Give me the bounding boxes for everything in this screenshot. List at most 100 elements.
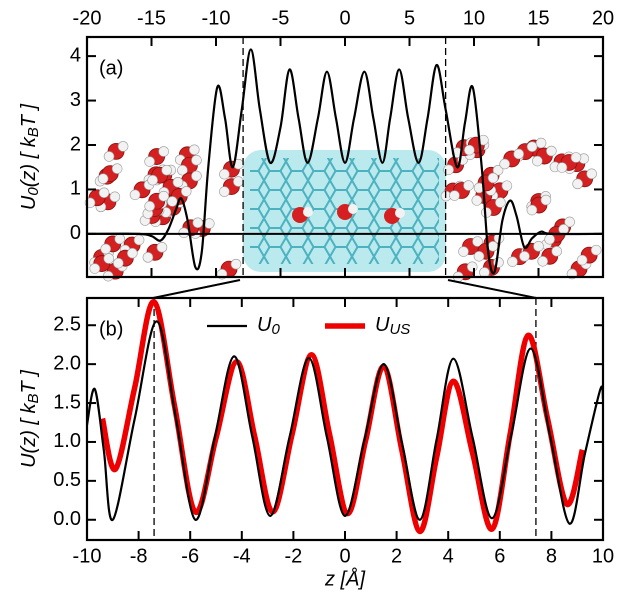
hydrogen-atom [570, 152, 582, 163]
x-tick-label: -15 [137, 7, 166, 29]
subscript: 0 [25, 187, 42, 196]
legend-label: U0 [257, 314, 280, 338]
hydrogen-atom [556, 162, 568, 173]
data-line [87, 48, 603, 275]
hydrogen-atom [586, 168, 597, 180]
x-tick-label: 20 [592, 7, 614, 29]
x-tick-label: -8 [130, 545, 148, 567]
label-part: T ] [18, 103, 40, 127]
hydrogen-atom [487, 172, 499, 184]
subscript: 0 [271, 321, 280, 338]
hydrogen-atom [533, 241, 544, 252]
hydrogen-atom [166, 196, 178, 207]
label-part: (z) [ k [18, 136, 40, 187]
hydrogen-atom [161, 164, 172, 176]
hydrogen-atom [109, 191, 121, 203]
y-tick-label: 2.5 [53, 314, 81, 336]
hydrogen-atom [103, 253, 115, 264]
label-part: U [375, 314, 390, 336]
hydrogen-atom [117, 141, 129, 152]
hydrogen-atom [180, 186, 192, 197]
hydrogen-atom [487, 241, 499, 252]
hydrogen-atom [590, 244, 602, 256]
plot-frame [85, 35, 605, 279]
hydrogen-atom [558, 224, 569, 235]
panel-label: (b) [99, 318, 123, 340]
hydrogen-atom [230, 258, 242, 270]
x-tick-label: 15 [527, 7, 549, 29]
hydrogen-atom [98, 187, 110, 199]
hydrogen-atom [473, 251, 485, 262]
hydrogen-atom [463, 180, 474, 191]
data-line [87, 320, 603, 525]
hydrogen-atom [471, 195, 483, 206]
hydrogen-atom [472, 236, 483, 247]
x-tick-label: -2 [285, 545, 303, 567]
y-tick-label: 1.0 [53, 430, 81, 452]
hydrogen-atom [572, 178, 583, 190]
subscript: B [25, 127, 42, 137]
subscript: B [25, 393, 42, 403]
hydrogen-atom [144, 200, 156, 212]
hydrogen-atom [564, 216, 575, 228]
x-tick-label: 10 [463, 7, 485, 29]
subscript: US [389, 321, 410, 338]
hydrogen-atom [158, 146, 169, 157]
hydrogen-atom [103, 151, 115, 162]
hydrogen-atom [499, 158, 511, 170]
hydrogen-atom [219, 168, 230, 180]
hydrogen-atom [501, 180, 513, 192]
hydrogen-atom [507, 256, 518, 267]
hydrogen-atom [100, 243, 112, 255]
label-part: T ] [18, 370, 40, 394]
hydrogen-atom [142, 252, 154, 263]
hydrogen-atom [129, 189, 141, 201]
hydrogen-atom [89, 263, 101, 274]
hydrogen-atom [546, 145, 557, 157]
plot-frame [85, 296, 605, 542]
hydrogen-atom [544, 234, 555, 245]
label-part: U [18, 195, 40, 210]
hydrogen-atom [526, 204, 538, 216]
plot-area [87, 298, 603, 540]
hydrogen-atom [519, 251, 530, 262]
hydrogen-atom [204, 218, 215, 229]
y-tick-label: 1.5 [53, 391, 81, 413]
x-tick-label: -10 [73, 545, 102, 567]
hydrogen-atom [144, 156, 155, 167]
y-tick-label: 3 [70, 89, 81, 111]
x-tick-label: 2 [391, 545, 402, 567]
hydrogen-atom [127, 247, 138, 259]
data-line [99, 299, 586, 535]
y-axis-label: U0(z) [ kBT ] [18, 103, 42, 210]
zoom-line [447, 279, 537, 299]
hydrogen-atom [177, 164, 188, 176]
hydrogen-atom [466, 261, 478, 273]
hydrogen-atom [348, 204, 358, 214]
y-tick-label: 2.0 [53, 352, 81, 374]
hydrogen-atom [458, 246, 469, 257]
hydrogen-atom [492, 164, 504, 176]
hydrogen-atom [133, 234, 145, 246]
panel-label: (a) [99, 57, 123, 79]
x-tick-label: -10 [202, 7, 231, 29]
x-tick-label: -5 [272, 7, 290, 29]
x-tick-label: 5 [404, 7, 415, 29]
plot-area [87, 37, 603, 277]
hydrogen-atom [576, 254, 588, 266]
y-tick-label: 4 [70, 44, 81, 66]
hydrogen-atom [449, 190, 460, 201]
label-part: U [257, 314, 272, 336]
y-tick-label: 0.0 [53, 508, 81, 530]
hydrogen-atom [111, 163, 123, 174]
hydrogen-atom [172, 176, 184, 188]
hydrogen-atom [526, 141, 538, 152]
x-axis-label: z [Å] [324, 567, 365, 590]
x-tick-label: 10 [592, 545, 614, 567]
y-tick-label: 2 [70, 133, 81, 155]
hydrogen-atom [191, 154, 202, 166]
hydrogen-atom [532, 155, 543, 167]
hydrogen-atom [495, 197, 506, 208]
y-tick-label: 1 [70, 178, 81, 200]
